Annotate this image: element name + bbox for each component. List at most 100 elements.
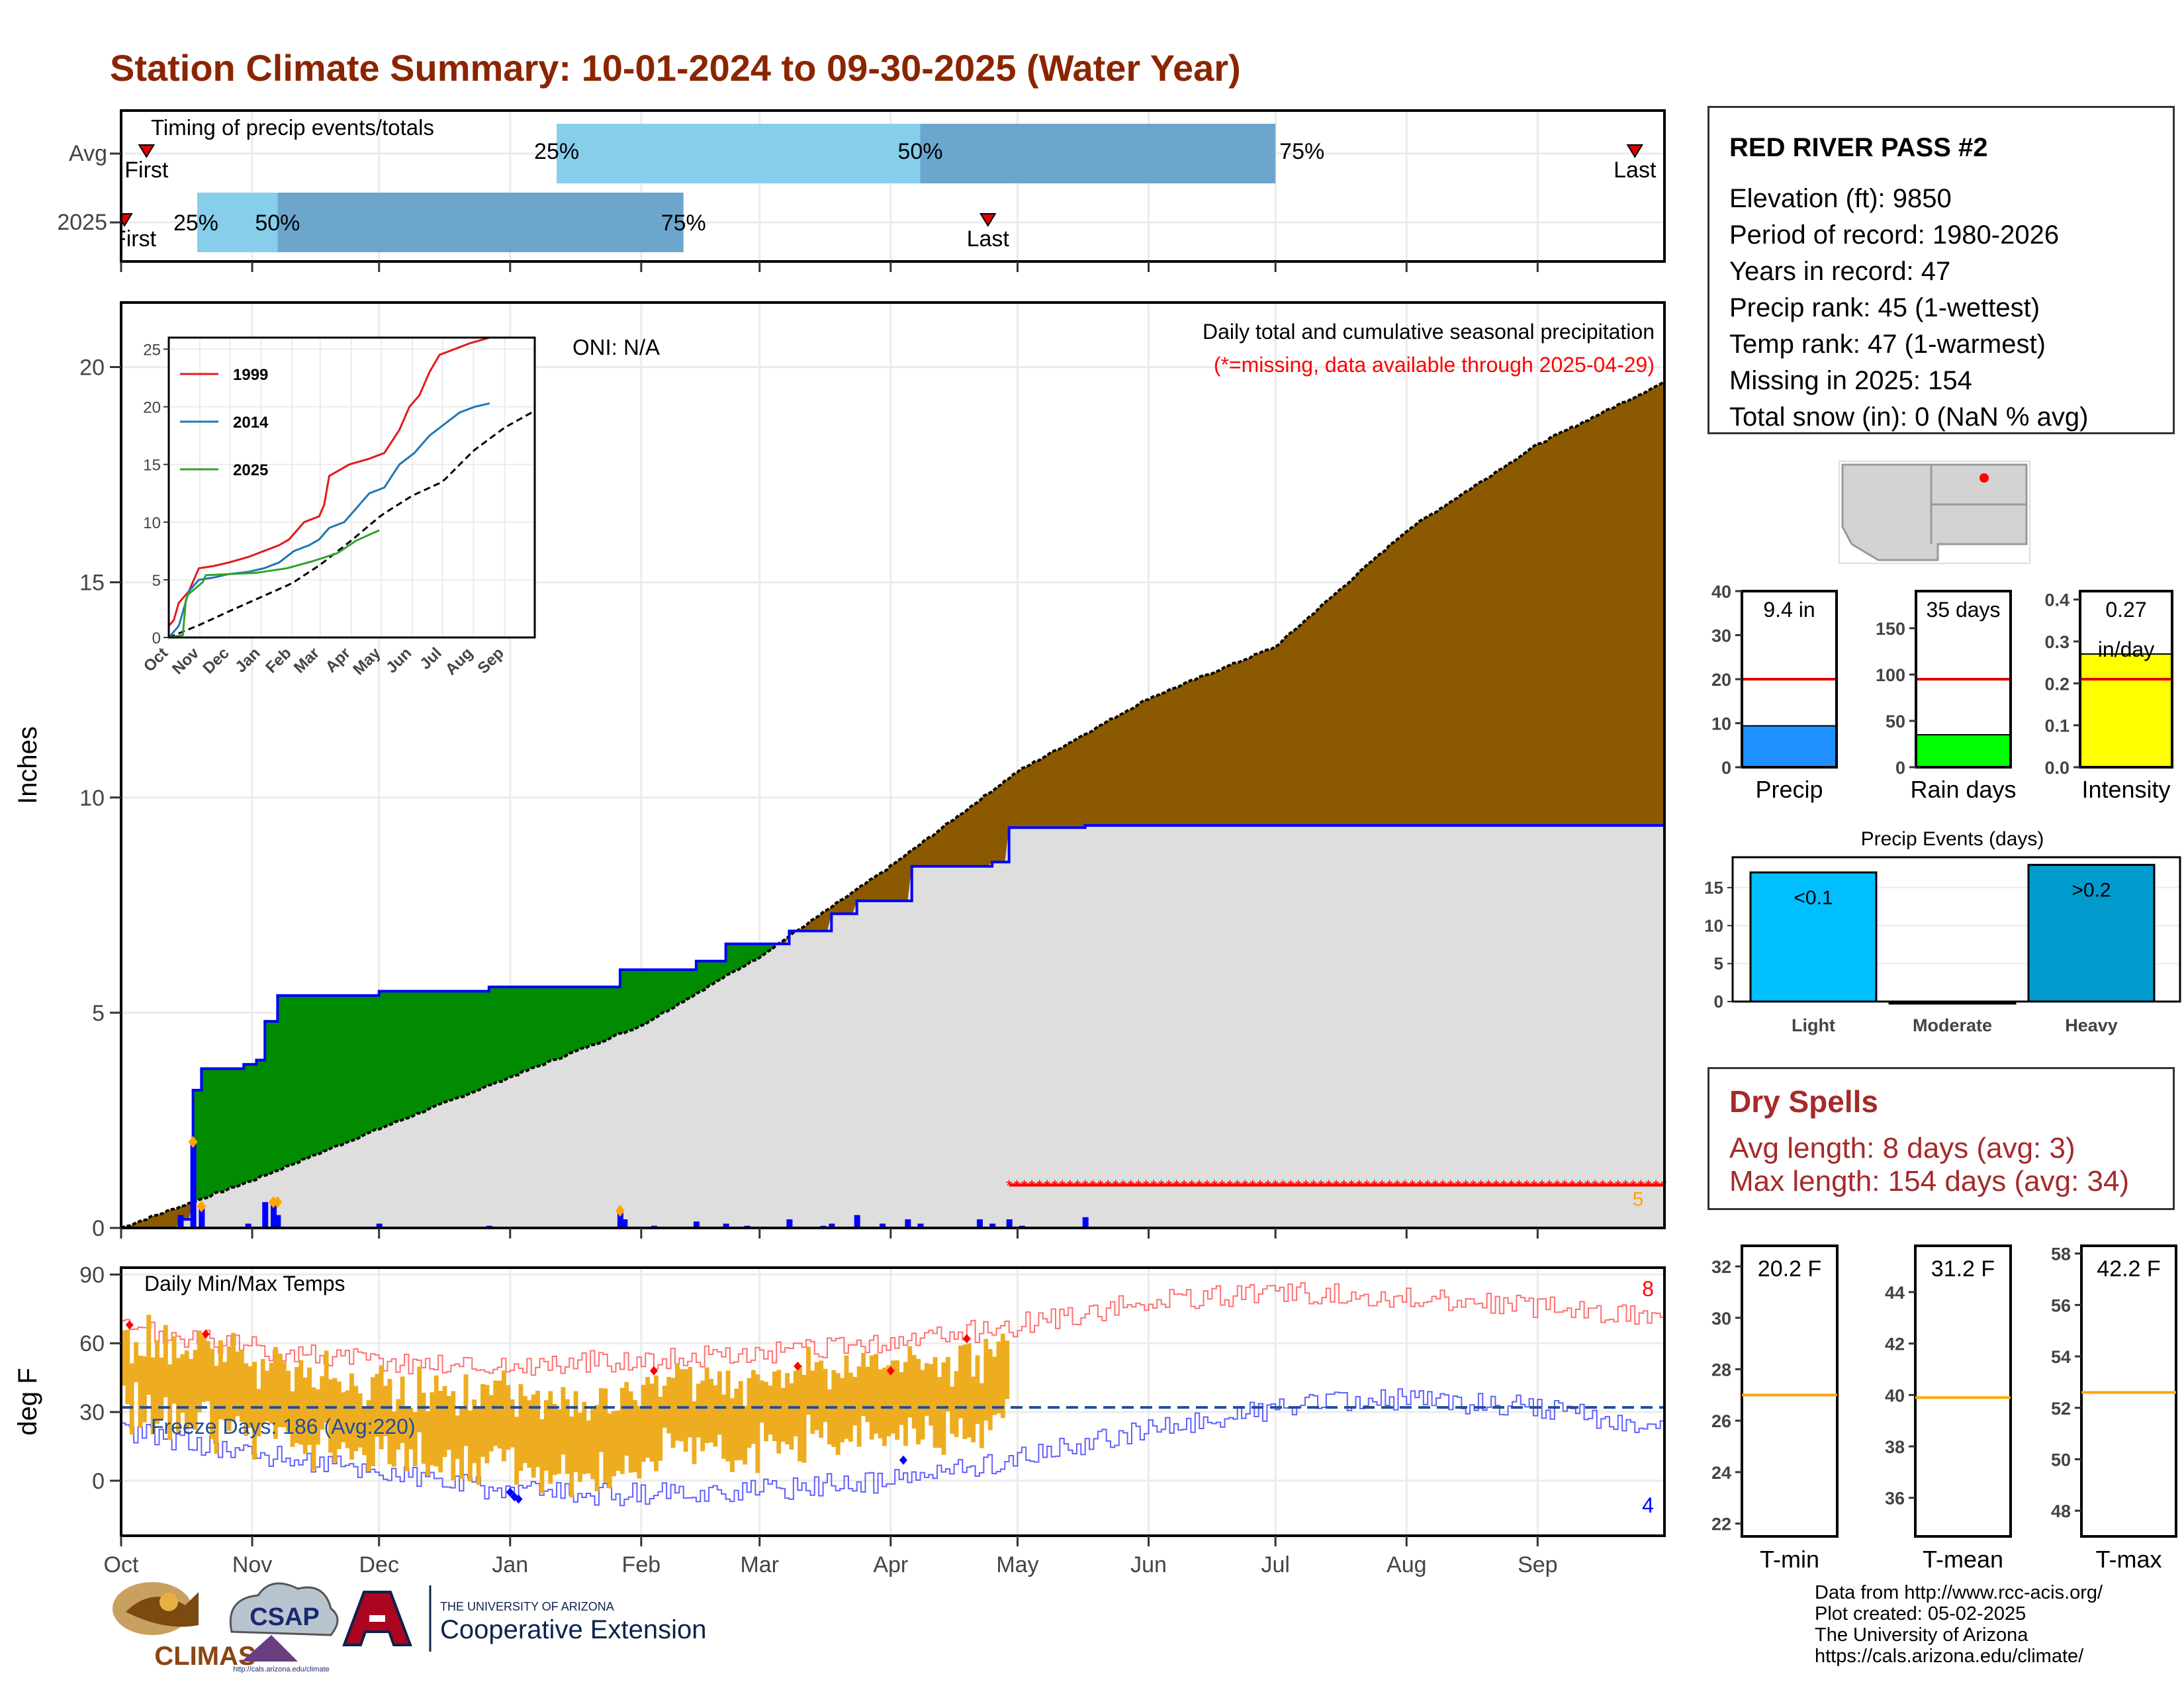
temp-summary-xlabel-1: T-mean <box>1923 1546 2003 1573</box>
events-ytick-label: 0 <box>1714 992 1723 1011</box>
temp-summary-ytick-label: 28 <box>1711 1360 1731 1380</box>
daily-precip-bar <box>621 1219 628 1228</box>
temp-summary-ytick-label: 32 <box>1711 1257 1731 1277</box>
temp-summary-ytick-label: 26 <box>1711 1411 1731 1431</box>
daily-temp-bar <box>709 1378 713 1443</box>
temp-summary-ytick-label: 56 <box>2051 1295 2071 1315</box>
temp-ylabel: deg F <box>13 1368 42 1435</box>
daily-temp-bar <box>150 1357 156 1434</box>
daily-temp-bar <box>324 1350 329 1423</box>
daily-temp-bar <box>856 1366 862 1447</box>
avg-bar-25-50 <box>557 124 921 183</box>
temp-summary-ytick-label: 52 <box>2051 1399 2071 1419</box>
daily-temp-bar <box>421 1392 426 1464</box>
summary-ytick-label: 50 <box>1886 712 1905 731</box>
record-low-marker <box>506 1487 514 1497</box>
summary-ytick-label: 0.4 <box>2044 590 2070 610</box>
daily-temp-bar <box>793 1370 798 1436</box>
record-high-marker <box>962 1334 971 1344</box>
daily-temp-bar <box>302 1378 308 1454</box>
daily-temp-bar <box>252 1362 257 1460</box>
inset-ytick-label: 15 <box>143 457 161 475</box>
daily-temp-bar <box>171 1336 177 1404</box>
daily-temp-bar <box>370 1377 375 1467</box>
temp-summary-ytick-label: 44 <box>1885 1283 1905 1303</box>
precip-ytick-label: 5 <box>92 1001 105 1026</box>
daily-temp-bar <box>488 1395 494 1452</box>
daily-temp-bar <box>619 1387 625 1474</box>
daily-temp-bar <box>265 1370 270 1421</box>
daily-temp-bar <box>1000 1333 1005 1419</box>
daily-temp-bar <box>776 1370 782 1454</box>
daily-temp-bar <box>700 1380 705 1452</box>
daily-temp-bar <box>218 1340 223 1420</box>
daily-temp-bar <box>561 1387 566 1455</box>
daily-temp-bar <box>349 1373 354 1460</box>
daily-precip-bar <box>262 1201 269 1228</box>
daily-temp-bar <box>535 1390 541 1468</box>
daily-temp-bar <box>658 1397 663 1461</box>
events-xlabel: Heavy <box>2065 1015 2118 1035</box>
daily-temp-bar <box>717 1371 722 1435</box>
temp-summary-ytick-label: 22 <box>1711 1515 1731 1534</box>
y2025-bar-50-75 <box>277 193 684 252</box>
daily-precip-bar <box>905 1219 911 1228</box>
daily-temp-bar <box>903 1362 908 1446</box>
record-high-marker <box>794 1361 802 1371</box>
month-label: Jul <box>1261 1552 1289 1577</box>
daily-temp-bar <box>357 1393 363 1448</box>
inset-ytick-label: 5 <box>152 572 161 590</box>
station-precip-rank: Precip rank: 45 (1-wettest) <box>1729 293 2040 322</box>
temp-summary-value-2: 42.2 F <box>2097 1256 2160 1282</box>
daily-temp-bar <box>260 1358 265 1425</box>
summary-bar-1 <box>1915 734 2011 768</box>
summary-ytick-label: 0 <box>1721 758 1731 778</box>
daily-temp-bar <box>404 1406 409 1472</box>
university-of-arizona-logo: THE UNIVERSITY OF ARIZONA Cooperative Ex… <box>342 1585 706 1652</box>
daily-temp-bar <box>886 1365 891 1436</box>
daily-temp-bar <box>286 1370 291 1432</box>
csap-logo: CSAP http://cals.arizona.edu/climate <box>229 1582 339 1673</box>
temp-ytick-label: 0 <box>92 1469 105 1494</box>
daily-temp-bar <box>797 1365 803 1462</box>
daily-temp-bar <box>840 1378 845 1442</box>
daily-temp-bar <box>768 1385 773 1435</box>
inset-series-2014 <box>167 402 490 638</box>
daily-temp-bar <box>937 1377 942 1448</box>
events-xlabel: Light <box>1792 1015 1835 1035</box>
inset-ytick-label: 20 <box>143 399 161 417</box>
precip-ytick-label: 10 <box>79 786 105 811</box>
daily-temp-bar <box>954 1371 959 1437</box>
daily-temp-bar <box>548 1391 553 1484</box>
y2025-p75-label: 75% <box>661 211 706 236</box>
daily-temp-bar <box>670 1378 676 1448</box>
timing-title: Timing of precip events/totals <box>151 115 434 140</box>
daily-temp-bar <box>472 1399 477 1464</box>
daily-temp-bar <box>780 1387 786 1442</box>
month-label: Jan <box>492 1552 528 1577</box>
daily-temp-bar <box>785 1373 790 1445</box>
temp-panel: Freeze Days: 186 (Avg:220) 8 4 Daily Min/Ma… <box>13 1262 1666 1537</box>
month-label: Aug <box>1387 1552 1427 1577</box>
daily-temp-bar <box>502 1370 506 1462</box>
daily-temp-bar <box>645 1377 651 1458</box>
snow-event-marker <box>273 1196 283 1208</box>
summary-ytick-label: 0.1 <box>2044 716 2070 736</box>
avg-p50-label: 50% <box>897 139 942 164</box>
daily-temp-bar <box>193 1350 198 1430</box>
y2025-p50-label: 50% <box>255 211 300 236</box>
record-high-marker <box>886 1366 895 1376</box>
daily-temp-bar <box>603 1388 608 1483</box>
csap-logo-text: CSAP <box>250 1603 320 1631</box>
daily-temp-bar <box>911 1354 917 1429</box>
snow-event-marker <box>188 1135 198 1148</box>
events-ytick-label: 15 <box>1704 878 1723 898</box>
daily-temp-bar <box>514 1417 520 1485</box>
daily-temp-bar <box>226 1346 232 1431</box>
dry-spells-title: Dry Spells <box>1729 1084 1878 1119</box>
daily-temp-bar <box>248 1366 253 1429</box>
daily-temp-bar <box>328 1379 333 1453</box>
inset-ytick-label: 0 <box>152 630 161 647</box>
temp-title: Daily Min/Max Temps <box>144 1272 345 1295</box>
daily-temp-bar <box>874 1354 879 1434</box>
